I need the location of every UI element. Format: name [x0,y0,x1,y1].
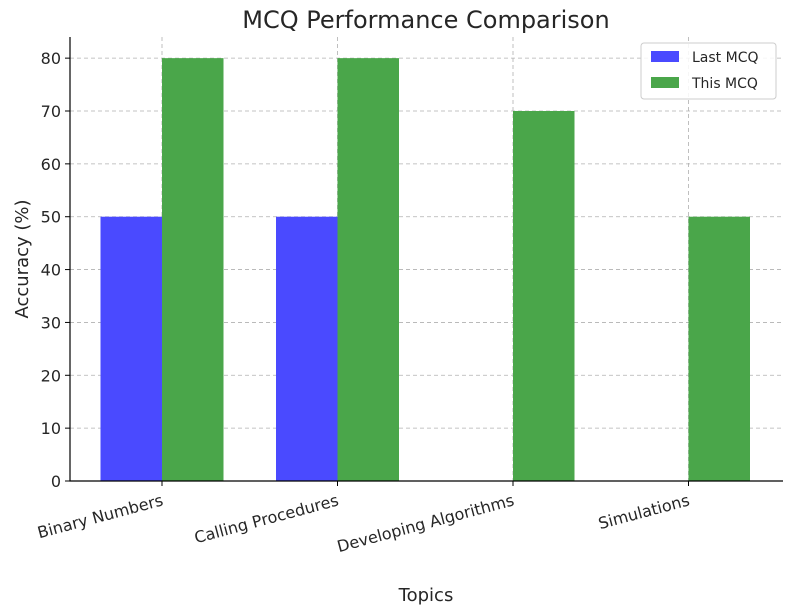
legend-label-this-mcq: This MCQ [691,76,758,92]
legend-swatch-this-mcq [651,77,679,88]
x-tick-label-simulations: Simulations [596,491,691,534]
y-tick-label: 30 [41,313,61,332]
bars [100,58,750,482]
y-axis-ticks: 0 10 20 30 40 50 60 70 80 [41,49,70,491]
y-tick-label: 10 [41,419,61,438]
legend-swatch-last-mcq [651,51,679,62]
y-tick-label: 20 [41,366,61,385]
x-axis-label: Topics [398,585,454,606]
legend-label-last-mcq: Last MCQ [692,50,759,66]
y-tick-label: 40 [41,261,61,280]
y-tick-label: 50 [41,208,61,227]
y-tick-label: 0 [51,472,61,491]
y-tick-label: 70 [41,102,61,121]
x-axis-ticks: Binary Numbers Calling ProceduresDevelopi… [35,481,692,557]
bar-last-mcq-binary-numbers [100,216,162,481]
bar-this-mcq-binary-numbers [162,58,224,482]
bar-this-mcq-simulations [688,216,750,481]
bar-this-mcq-developing-algorithms [513,111,575,481]
bar-last-mcq-calling-procedures [276,216,338,481]
legend: Last MCQ This MCQ [640,42,777,100]
y-axis-label: Accuracy (%) [12,199,33,318]
bar-this-mcq-calling-procedures [337,58,399,482]
x-tick-label-binary-numbers: Binary Numbers [35,491,165,543]
x-tick-label-calling-procedures: Calling Procedures [192,491,340,548]
y-tick-label: 80 [41,49,61,68]
chart-title: MCQ Performance Comparison [242,6,609,34]
y-tick-label: 60 [41,155,61,174]
x-tick-label-developing-algorithms: Developing Algorithms [335,491,516,557]
